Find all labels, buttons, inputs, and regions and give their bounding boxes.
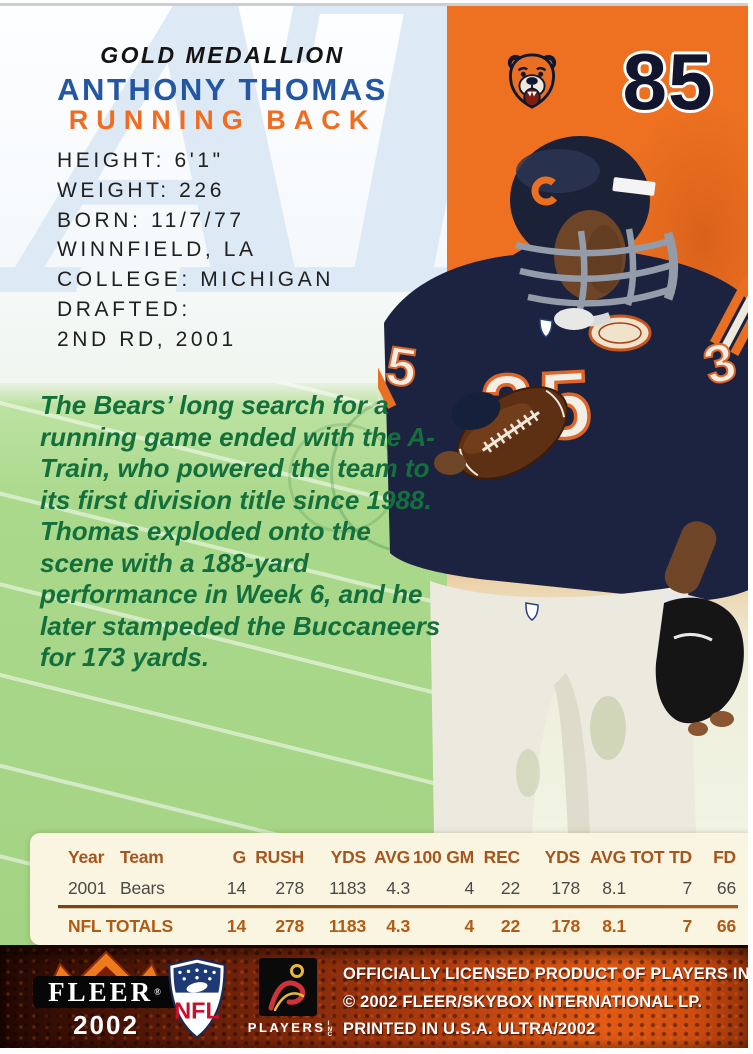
stat-header: AVG [589, 847, 626, 867]
player-position: RUNNING BACK [68, 105, 377, 135]
bears-logo-icon [507, 53, 557, 109]
fleer-brand-text: FLEER [48, 976, 154, 1007]
stat-cell: 14 [226, 878, 246, 898]
legal-line-3: PRINTED IN U.S.A. ULTRA/2002 [343, 1019, 596, 1038]
stat-cell: 278 [275, 878, 304, 898]
stat-header: G [232, 847, 247, 867]
jersey-patch [588, 314, 652, 352]
forearm [664, 521, 717, 594]
bio-weight: WEIGHT: 226 [57, 178, 225, 202]
stat-header: AVG [373, 847, 410, 867]
stat-cell-team: Bears [120, 878, 165, 898]
stat-cell: 1183 [329, 878, 366, 898]
bio-college: COLLEGE: MICHIGAN [57, 268, 335, 292]
pants-nfl-logo [525, 602, 539, 621]
stats-panel: Year Team G RUSH YDS AVG 100 GM REC YDS … [30, 833, 750, 945]
set-label: GOLD MEDALLION [100, 42, 345, 68]
stat-cell: 8.1 [602, 878, 626, 898]
stat-header: 100 GM [412, 847, 474, 867]
stats-header-row: Year Team G RUSH YDS AVG 100 GM REC YDS … [30, 833, 750, 904]
stat-cell-year: 2001 [68, 878, 107, 898]
bio-born: BORN: 11/7/77 [57, 208, 245, 232]
facemask [515, 228, 679, 310]
stat-cell: 22 [500, 878, 520, 898]
players-inc-logo: PLAYERS INC [247, 958, 333, 1042]
totals-label: NFL TOTALS [68, 916, 173, 936]
players-inc-icon [259, 958, 317, 1016]
stat-cell: 4.3 [386, 878, 410, 898]
legal-text: OFFICIALLY LICENSED PRODUCT OF PLAYERS I… [343, 960, 753, 1043]
fleer-wordmark: FLEER ® [33, 976, 179, 1008]
legal-line-2: © 2002 FLEER/SKYBOX INTERNATIONAL LP. [343, 991, 703, 1011]
nfl-letters: NFL [174, 997, 220, 1023]
stat-header: YDS [330, 847, 367, 867]
total-cell: 4.3 [386, 916, 410, 936]
stats-divider [58, 905, 738, 909]
total-cell: 7 [682, 916, 692, 936]
bio-zone: AT [0, 6, 447, 385]
bio-birthplace: WINNFIELD, LA [57, 238, 257, 262]
total-cell: 22 [500, 916, 520, 936]
monogram-watermark: AT [18, 6, 447, 385]
pants [430, 581, 696, 833]
bio-block: HEIGHT: 6'1" WEIGHT: 226 BORN: 11/7/77 W… [57, 146, 334, 355]
sleeve-stripes-left [378, 351, 397, 414]
players-text: PLAYERS [247, 1020, 326, 1035]
stat-header: REC [483, 847, 521, 867]
total-cell: 8.1 [602, 916, 626, 936]
chin-strap [554, 308, 594, 330]
helmet-label [612, 177, 656, 196]
total-cell: 1183 [328, 916, 366, 936]
stat-header: Year [68, 847, 105, 867]
stat-cell: 178 [551, 878, 580, 898]
bio-draft-round: 2ND RD, 2001 [57, 327, 237, 351]
stat-cell: 4 [464, 878, 474, 898]
stat-cell: 66 [716, 878, 736, 898]
stats-totals-row: NFL TOTALS 14 278 1183 4.3 4 22 178 8.1 … [30, 911, 750, 942]
stat-header: Team [120, 847, 164, 867]
total-cell: 4 [464, 916, 474, 936]
stat-header: YDS [544, 847, 581, 867]
total-cell: 66 [716, 916, 736, 936]
total-cell: 278 [275, 916, 304, 936]
card-top-edge [0, 3, 753, 6]
fleer-logo: FLEER ® 2002 [33, 950, 179, 1046]
collar-nfl-logo [539, 318, 553, 338]
card-bottom-edge [0, 1048, 753, 1054]
card-number: 85 [622, 37, 714, 126]
card-right-edge [748, 0, 753, 1054]
total-cell: 14 [226, 916, 246, 936]
bio-height: HEIGHT: 6'1" [57, 149, 224, 172]
nfl-shield-icon: NFL [168, 957, 226, 1039]
fleer-year: 2002 [73, 1010, 139, 1040]
narrative-text: The Bears’ long search for a running gam… [40, 390, 441, 672]
stat-header: TOT TD [630, 847, 692, 867]
stat-header: FD [713, 847, 736, 867]
stat-header: RUSH [255, 847, 304, 867]
stat-cell: 7 [682, 878, 692, 898]
legal-line-1: OFFICIALLY LICENSED PRODUCT OF PLAYERS I… [343, 964, 753, 983]
jersey [384, 242, 753, 601]
total-cell: 178 [551, 916, 580, 936]
player-photo: 3 5 35 [378, 136, 753, 833]
glove [655, 597, 744, 724]
bio-drafted: DRAFTED: [57, 297, 191, 321]
inc-text: INC [327, 1020, 333, 1038]
hand [451, 392, 501, 430]
players-inc-wordmark: PLAYERS INC [247, 1020, 333, 1038]
footer-bar: FLEER ® 2002 NFL P [0, 945, 753, 1051]
registered-mark: ® [154, 987, 164, 997]
player-name: ANTHONY THOMAS [57, 72, 388, 107]
